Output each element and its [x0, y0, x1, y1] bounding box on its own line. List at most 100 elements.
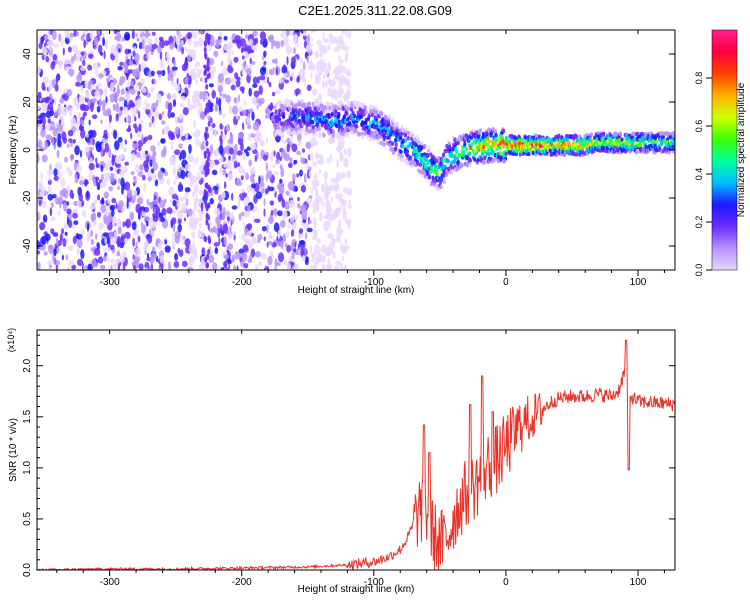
- noise-speckle: [259, 139, 265, 147]
- noise-speckle: [169, 156, 176, 166]
- noise-speckle: [76, 238, 83, 249]
- noise-speckle: [219, 31, 223, 37]
- ridge-point: [372, 119, 376, 124]
- noise-speckle: [57, 132, 61, 143]
- noise-speckle: [274, 58, 278, 65]
- noise-speckle: [136, 37, 140, 42]
- ridge-point: [311, 120, 315, 125]
- noise-speckle: [291, 222, 297, 230]
- ridge-point: [394, 142, 398, 147]
- noise-speckle: [84, 146, 90, 153]
- noise-speckle: [306, 197, 313, 204]
- noise-speckle: [265, 162, 268, 172]
- noise-speckle: [187, 171, 192, 178]
- ridge-point: [418, 162, 423, 167]
- noise-speckle: [223, 147, 227, 155]
- colorbar-tick-label: 0.4: [694, 168, 704, 181]
- noise-speckle: [306, 161, 309, 172]
- noise-speckle: [348, 84, 351, 90]
- noise-speckle: [325, 200, 331, 210]
- noise-speckle: [137, 214, 141, 220]
- ridge-point: [296, 129, 301, 134]
- noise-speckle: [95, 161, 98, 168]
- noise-speckle: [312, 160, 315, 166]
- noise-speckle: [227, 243, 233, 251]
- noise-speckle: [229, 212, 235, 220]
- noise-speckle: [265, 106, 269, 116]
- noise-speckle: [94, 247, 101, 256]
- ridge-point: [313, 101, 317, 106]
- noise-speckle: [314, 50, 319, 59]
- noise-speckle: [59, 233, 64, 242]
- noise-speckle: [54, 232, 59, 238]
- noise-speckle: [296, 150, 301, 156]
- ridge-point: [400, 157, 404, 163]
- noise-speckle: [156, 93, 161, 98]
- noise-speckle: [135, 33, 138, 38]
- noise-speckle: [40, 112, 47, 118]
- noise-speckle: [251, 61, 256, 65]
- noise-speckle: [253, 137, 260, 143]
- ridge-point: [473, 134, 477, 139]
- noise-speckle: [116, 218, 122, 228]
- ridge-point: [359, 114, 364, 119]
- noise-speckle: [84, 80, 89, 89]
- noise-streak: [203, 46, 207, 53]
- noise-speckle: [296, 173, 300, 178]
- noise-speckle: [45, 134, 52, 141]
- noise-speckle: [79, 149, 83, 158]
- noise-speckle: [311, 254, 314, 264]
- noise-speckle: [147, 201, 154, 206]
- noise-speckle: [234, 160, 238, 169]
- noise-speckle: [323, 220, 328, 228]
- noise-speckle: [267, 35, 274, 41]
- noise-speckle: [137, 97, 141, 107]
- noise-speckle: [179, 124, 184, 134]
- noise-speckle: [168, 261, 171, 270]
- noise-speckle: [93, 36, 97, 46]
- noise-speckle: [118, 178, 121, 184]
- noise-speckle: [39, 244, 46, 251]
- noise-speckle: [326, 219, 332, 228]
- noise-speckle: [152, 215, 159, 223]
- noise-speckle: [47, 244, 54, 249]
- ridge-point: [663, 139, 667, 144]
- noise-speckle: [309, 152, 314, 162]
- noise-speckle: [277, 252, 285, 263]
- noise-speckle: [121, 234, 124, 245]
- noise-speckle: [257, 234, 263, 241]
- noise-speckle: [342, 201, 346, 208]
- noise-speckle: [141, 57, 144, 67]
- noise-speckle: [200, 260, 207, 268]
- ridge-point: [375, 120, 379, 126]
- noise-speckle: [293, 33, 298, 39]
- noise-speckle: [108, 186, 113, 192]
- noise-speckle: [80, 51, 85, 56]
- noise-speckle: [201, 247, 206, 256]
- noise-speckle: [195, 136, 198, 146]
- noise-speckle: [82, 59, 86, 67]
- noise-speckle: [318, 169, 322, 174]
- noise-speckle: [149, 122, 152, 128]
- noise-speckle: [200, 143, 204, 151]
- noise-speckle: [80, 35, 85, 41]
- noise-speckle: [167, 73, 171, 82]
- noise-speckle: [53, 168, 58, 177]
- noise-speckle: [238, 212, 242, 221]
- noise-speckle: [181, 135, 186, 141]
- ridge-point: [534, 133, 539, 139]
- noise-speckle: [87, 263, 93, 270]
- noise-speckle: [219, 166, 223, 174]
- ridge-point: [370, 104, 374, 110]
- noise-speckle: [231, 254, 235, 263]
- noise-speckle: [215, 42, 220, 48]
- noise-speckle: [119, 254, 125, 263]
- noise-speckle: [218, 110, 223, 116]
- noise-speckle: [247, 257, 253, 263]
- ridge-point: [324, 105, 328, 111]
- noise-speckle: [340, 262, 343, 270]
- noise-speckle: [137, 235, 141, 243]
- noise-speckle: [57, 139, 62, 148]
- ridge-point: [313, 106, 318, 112]
- noise-speckle: [157, 242, 162, 250]
